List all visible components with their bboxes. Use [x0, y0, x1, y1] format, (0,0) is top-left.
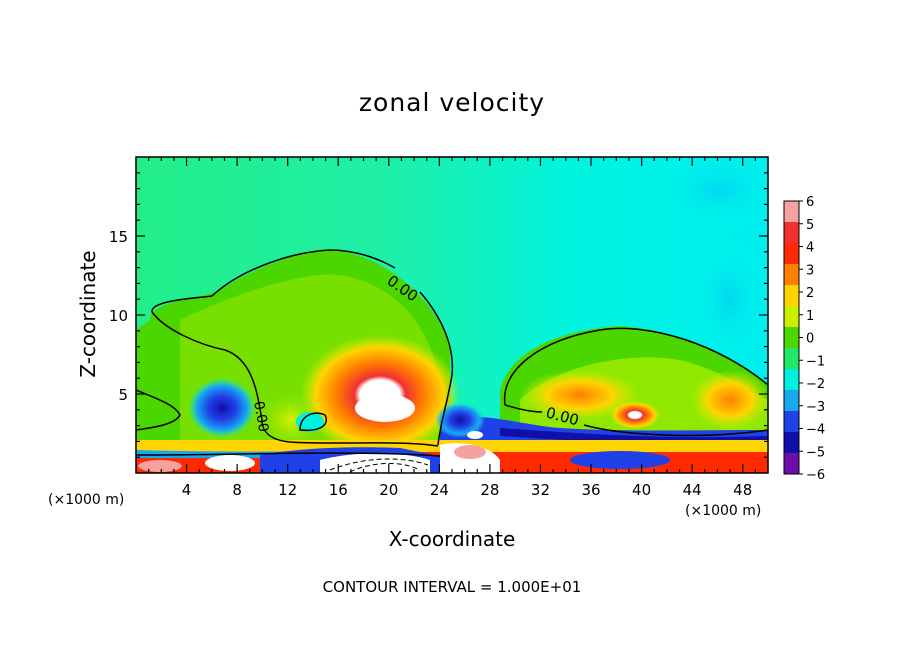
x-tick-label: 40 [632, 481, 651, 499]
colorbar-swatch [784, 390, 799, 412]
colorbar-swatch [784, 411, 799, 433]
colorbar-swatch [784, 348, 799, 370]
colorbar-label: −4 [806, 423, 825, 438]
heatmap-field [136, 157, 768, 473]
colorbar-label: 0 [806, 332, 814, 347]
colorbar: 6 5 4 3 2 1 0 −1 −2 −3 −4 −5 −6 [783, 195, 825, 483]
contour-label: 0.00 [250, 400, 271, 433]
contour-interval-note: CONTOUR INTERVAL = 1.000E+01 [322, 578, 582, 596]
x-tick-label: 20 [379, 481, 398, 499]
colorbar-swatch [784, 306, 799, 328]
colorbar-label: −1 [806, 354, 825, 369]
y-tick-label: 15 [109, 228, 128, 246]
colorbar-label: −5 [806, 445, 825, 460]
colorbar-swatch [784, 243, 799, 265]
x-tick-label: 48 [733, 481, 752, 499]
x-unit-label-left: (×1000 m) [48, 492, 125, 508]
colorbar-swatch [784, 432, 799, 454]
x-tick-label: 16 [329, 481, 348, 499]
x-axis-label: X-coordinate [388, 527, 516, 551]
x-tick-label: 28 [480, 481, 499, 499]
x-tick-label: 24 [430, 481, 449, 499]
colorbar-swatch [784, 369, 799, 391]
y-tick-label: 5 [118, 386, 128, 404]
colorbar-swatch [784, 285, 799, 307]
colorbar-label: −2 [806, 377, 825, 392]
colorbar-label: 2 [806, 286, 814, 301]
colorbar-label: 3 [806, 263, 814, 278]
x-tick-label: 4 [182, 481, 192, 499]
contour-lines [135, 249, 769, 457]
colorbar-label: 1 [806, 309, 814, 324]
x-unit-label-right: (×1000 m) [685, 503, 762, 519]
colorbar-swatch [784, 453, 799, 475]
colorbar-swatch [784, 222, 799, 244]
colorbar-label: 5 [806, 218, 814, 233]
colorbar-label: 4 [806, 241, 814, 256]
negative-contours [329, 458, 429, 473]
colorbar-swatch [784, 327, 799, 349]
y-tick-label: 10 [109, 307, 128, 325]
chart-title: zonal velocity [358, 88, 546, 117]
x-tick-label: 12 [278, 481, 297, 499]
x-tick-label: 44 [683, 481, 702, 499]
colorbar-swatch [784, 264, 799, 286]
x-tick-label: 36 [581, 481, 600, 499]
colorbar-label: 6 [806, 195, 814, 210]
x-tick-label: 32 [531, 481, 550, 499]
y-axis-label: Z-coordinate [76, 250, 100, 378]
x-tick-label: 8 [232, 481, 242, 499]
colorbar-swatch [784, 201, 799, 223]
colorbar-label: −6 [806, 468, 825, 483]
colorbar-label: −3 [806, 400, 825, 415]
